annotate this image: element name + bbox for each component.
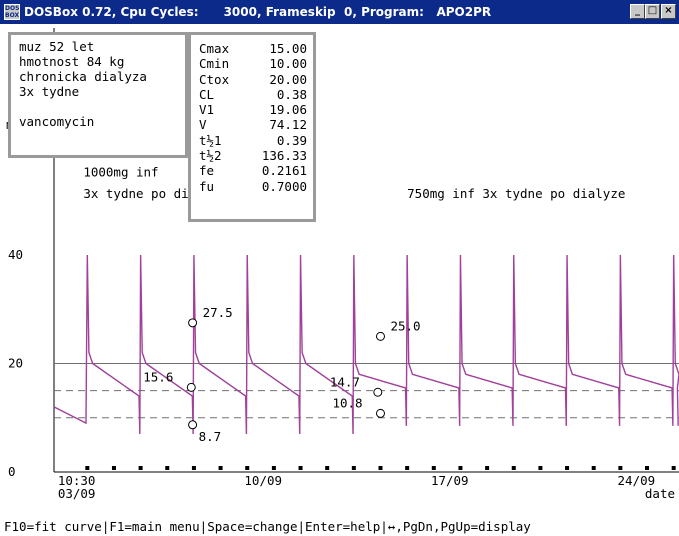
day-tick bbox=[458, 466, 463, 470]
param-row: t½2 136.33 bbox=[199, 148, 307, 163]
day-tick bbox=[298, 466, 303, 470]
day-tick bbox=[218, 466, 223, 470]
y-tick-label: 0 bbox=[8, 464, 16, 479]
patient-line: 3x tydne bbox=[19, 84, 80, 99]
param-row: Cmax 15.00 bbox=[199, 41, 307, 56]
title-bar: DOS BOX DOSBox 0.72, Cpu Cycles: 3000, F… bbox=[0, 0, 679, 24]
day-tick bbox=[325, 466, 330, 470]
param-row: CL 0.38 bbox=[199, 87, 307, 102]
y-tick-label: 20 bbox=[8, 356, 23, 371]
y-tick-label: 40 bbox=[8, 247, 23, 262]
dosbox-icon[interactable]: DOS BOX bbox=[4, 4, 20, 20]
param-value: 15.00 bbox=[269, 41, 307, 56]
day-tick bbox=[511, 466, 516, 470]
param-row: V 74.12 bbox=[199, 117, 307, 132]
drug-name: vancomycin bbox=[19, 114, 95, 129]
day-tick bbox=[191, 466, 196, 470]
window-title: DOSBox 0.72, Cpu Cycles: 3000, Frameskip… bbox=[24, 5, 492, 19]
pk-parameters-panel: Cmax 15.00 Cmin 10.00 Ctox 20.00 CL 0.38 V1 1… bbox=[188, 32, 316, 222]
day-tick bbox=[405, 466, 410, 470]
point-label: 25.0 bbox=[390, 318, 420, 333]
day-tick bbox=[431, 466, 436, 470]
dos-screen: 020406080mg/l10:3003/0910/0917/0924/09da… bbox=[0, 24, 679, 536]
param-label: fe bbox=[199, 163, 215, 179]
param-label: Ctox bbox=[199, 71, 230, 87]
param-row: t½1 0.39 bbox=[199, 133, 307, 148]
param-row: V1 19.06 bbox=[199, 102, 307, 117]
day-tick bbox=[591, 466, 596, 470]
regimen-annotation: 1000mg inf bbox=[83, 164, 158, 179]
patient-line: hmotnost 84 kg bbox=[19, 54, 125, 69]
close-icon[interactable]: × bbox=[661, 4, 676, 19]
measured-point bbox=[188, 318, 198, 328]
param-label: CL bbox=[199, 86, 215, 102]
param-label: V bbox=[199, 117, 207, 133]
point-label: 10.8 bbox=[332, 395, 362, 410]
param-value: 0.38 bbox=[276, 86, 307, 102]
patient-info-panel: muz 52 let hmotnost 84 kg chronicka dial… bbox=[8, 32, 188, 158]
param-value: 0.39 bbox=[276, 132, 307, 148]
day-tick bbox=[671, 466, 676, 470]
minimize-icon[interactable]: _ bbox=[630, 4, 645, 19]
param-value: 0.7000 bbox=[261, 178, 307, 194]
patient-line: muz 52 let bbox=[19, 39, 95, 54]
param-value: 19.06 bbox=[269, 102, 307, 118]
x-tick-label: 10:30 bbox=[58, 473, 96, 488]
patient-line bbox=[19, 99, 177, 114]
point-label: 14.7 bbox=[330, 374, 360, 389]
day-tick bbox=[378, 466, 383, 470]
param-label: fu bbox=[199, 178, 215, 194]
param-row: fu 0.7000 bbox=[199, 179, 307, 194]
concentration-chart: 020406080mg/l10:3003/0910/0917/0924/09da… bbox=[6, 28, 679, 501]
day-tick bbox=[645, 466, 650, 470]
param-row: Ctox 20.00 bbox=[199, 72, 307, 87]
param-value: 74.12 bbox=[269, 117, 307, 133]
measured-point bbox=[373, 387, 383, 397]
day-tick bbox=[618, 466, 623, 470]
x-tick-label: 17/09 bbox=[431, 473, 469, 488]
x-tick-label: 24/09 bbox=[618, 473, 656, 488]
function-key-bar: F10=fit curve|F1=main menu|Space=change|… bbox=[4, 519, 531, 534]
day-tick bbox=[165, 466, 170, 470]
param-value: 10.00 bbox=[269, 56, 307, 72]
param-row: Cmin 10.00 bbox=[199, 56, 307, 71]
day-tick bbox=[138, 466, 143, 470]
measured-point bbox=[188, 420, 198, 430]
day-tick bbox=[245, 466, 250, 470]
x-axis-label: date bbox=[645, 486, 675, 501]
param-label: Cmax bbox=[199, 41, 230, 56]
regimen-annotation: 750mg inf 3x tydne po dialyze bbox=[407, 186, 625, 201]
param-label: t½1 bbox=[199, 132, 222, 148]
patient-line: chronicka dialyza bbox=[19, 69, 147, 84]
day-tick bbox=[271, 466, 276, 470]
measured-point bbox=[375, 331, 385, 341]
day-tick bbox=[538, 466, 543, 470]
param-value: 0.2161 bbox=[261, 163, 307, 179]
day-tick bbox=[565, 466, 570, 470]
measured-point bbox=[186, 382, 196, 392]
concentration-curve bbox=[53, 254, 679, 435]
param-label: Cmin bbox=[199, 56, 230, 72]
day-tick bbox=[485, 466, 490, 470]
point-label: 15.6 bbox=[143, 369, 173, 384]
day-tick bbox=[85, 466, 90, 470]
point-label: 8.7 bbox=[199, 429, 222, 444]
param-label: t½2 bbox=[199, 148, 222, 164]
maximize-icon[interactable]: □ bbox=[645, 4, 660, 19]
param-label: V1 bbox=[199, 102, 215, 118]
param-value: 136.33 bbox=[261, 148, 307, 164]
x-tick-label: 03/09 bbox=[58, 486, 96, 501]
day-tick bbox=[351, 466, 356, 470]
param-row: fe 0.2161 bbox=[199, 163, 307, 178]
day-tick bbox=[111, 466, 116, 470]
point-label: 27.5 bbox=[203, 305, 233, 320]
measured-point bbox=[375, 408, 385, 418]
x-tick-label: 10/09 bbox=[244, 473, 282, 488]
param-value: 20.00 bbox=[269, 71, 307, 87]
